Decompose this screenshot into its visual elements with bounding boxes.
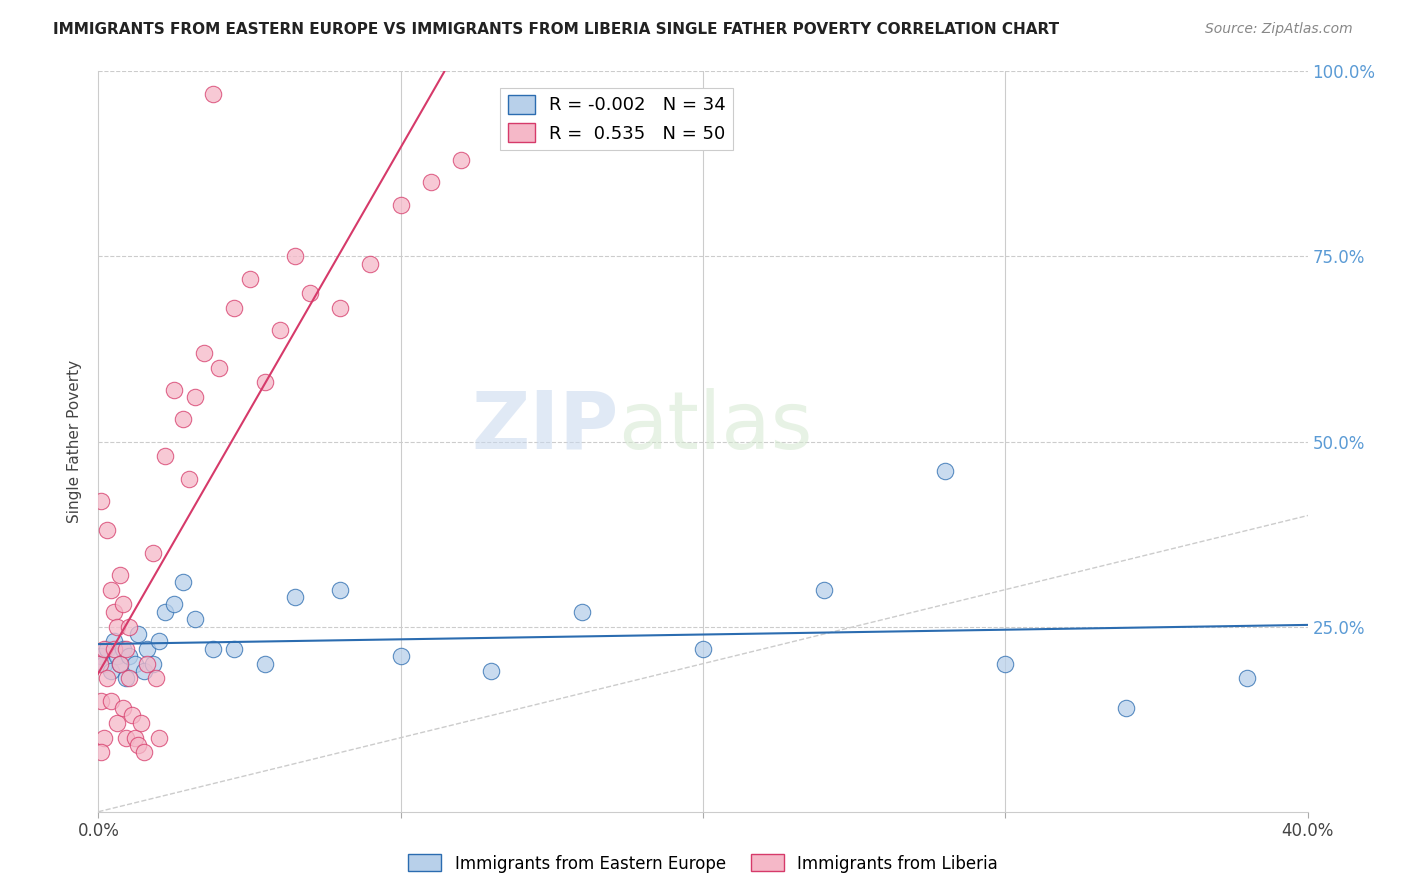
Point [89, 657, 111, 671]
Point [105, 649, 128, 664]
Point [105, 619, 128, 633]
Point [224, 641, 246, 656]
Point [179, 471, 201, 485]
Text: IMMIGRANTS FROM EASTERN EUROPE VS IMMIGRANTS FROM LIBERIA SINGLE FATHER POVERTY : IMMIGRANTS FROM EASTERN EUROPE VS IMMIGR… [53, 22, 1060, 37]
Point [111, 701, 134, 715]
Point [114, 641, 136, 656]
Point [420, 175, 443, 190]
Point [90, 694, 112, 708]
Point [111, 598, 134, 612]
Point [360, 257, 382, 271]
Point [184, 390, 207, 404]
Point [253, 657, 276, 671]
Point [253, 376, 276, 390]
Point [114, 731, 136, 745]
Point [389, 649, 412, 664]
Text: ZIP: ZIP [471, 388, 619, 466]
Point [239, 271, 262, 285]
Point [118, 672, 141, 686]
Point [193, 345, 215, 359]
Point [108, 657, 131, 671]
Point [108, 657, 131, 671]
Point [172, 412, 194, 426]
Point [1236, 672, 1258, 686]
Point [90, 746, 112, 760]
Point [96, 672, 118, 686]
Point [163, 383, 186, 397]
Point [389, 197, 412, 211]
Point [481, 664, 503, 678]
Point [202, 641, 225, 656]
Point [93, 657, 115, 671]
Point [135, 641, 157, 656]
Point [132, 746, 155, 760]
Point [153, 605, 176, 619]
Point [145, 672, 167, 686]
Point [135, 657, 157, 671]
Point [571, 605, 593, 619]
Point [129, 715, 152, 730]
Point [1115, 701, 1137, 715]
Point [148, 731, 170, 745]
Point [994, 657, 1017, 671]
Point [153, 450, 176, 464]
Point [184, 612, 207, 626]
Point [813, 582, 835, 597]
Point [108, 567, 131, 582]
Point [142, 657, 165, 671]
Y-axis label: Single Father Poverty: Single Father Poverty [67, 360, 83, 523]
Point [132, 664, 155, 678]
Point [124, 731, 146, 745]
Point [934, 464, 956, 478]
Point [90, 493, 112, 508]
Point [284, 250, 307, 264]
Point [208, 360, 231, 375]
Point [96, 641, 118, 656]
Point [329, 301, 352, 316]
Point [118, 619, 141, 633]
Point [93, 731, 115, 745]
Point [692, 641, 714, 656]
Point [148, 634, 170, 648]
Point [111, 641, 134, 656]
Point [96, 524, 118, 538]
Point [163, 598, 186, 612]
Point [269, 324, 291, 338]
Point [202, 87, 225, 101]
Point [450, 153, 472, 168]
Point [103, 605, 125, 619]
Point [100, 694, 122, 708]
Point [118, 649, 141, 664]
Legend: Immigrants from Eastern Europe, Immigrants from Liberia: Immigrants from Eastern Europe, Immigran… [401, 847, 1005, 880]
Point [100, 582, 122, 597]
Point [103, 634, 125, 648]
Point [103, 641, 125, 656]
Text: Source: ZipAtlas.com: Source: ZipAtlas.com [1205, 22, 1353, 37]
Point [90, 649, 112, 664]
Point [329, 582, 352, 597]
Legend: R = -0.002   N = 34, R =  0.535   N = 50: R = -0.002 N = 34, R = 0.535 N = 50 [501, 87, 733, 150]
Text: atlas: atlas [619, 388, 813, 466]
Point [284, 590, 307, 604]
Point [127, 738, 149, 752]
Point [100, 664, 122, 678]
Point [93, 641, 115, 656]
Point [127, 627, 149, 641]
Point [299, 286, 322, 301]
Point [105, 715, 128, 730]
Point [172, 575, 194, 590]
Point [124, 657, 146, 671]
Point [224, 301, 246, 316]
Point [121, 708, 143, 723]
Point [142, 546, 165, 560]
Point [114, 672, 136, 686]
